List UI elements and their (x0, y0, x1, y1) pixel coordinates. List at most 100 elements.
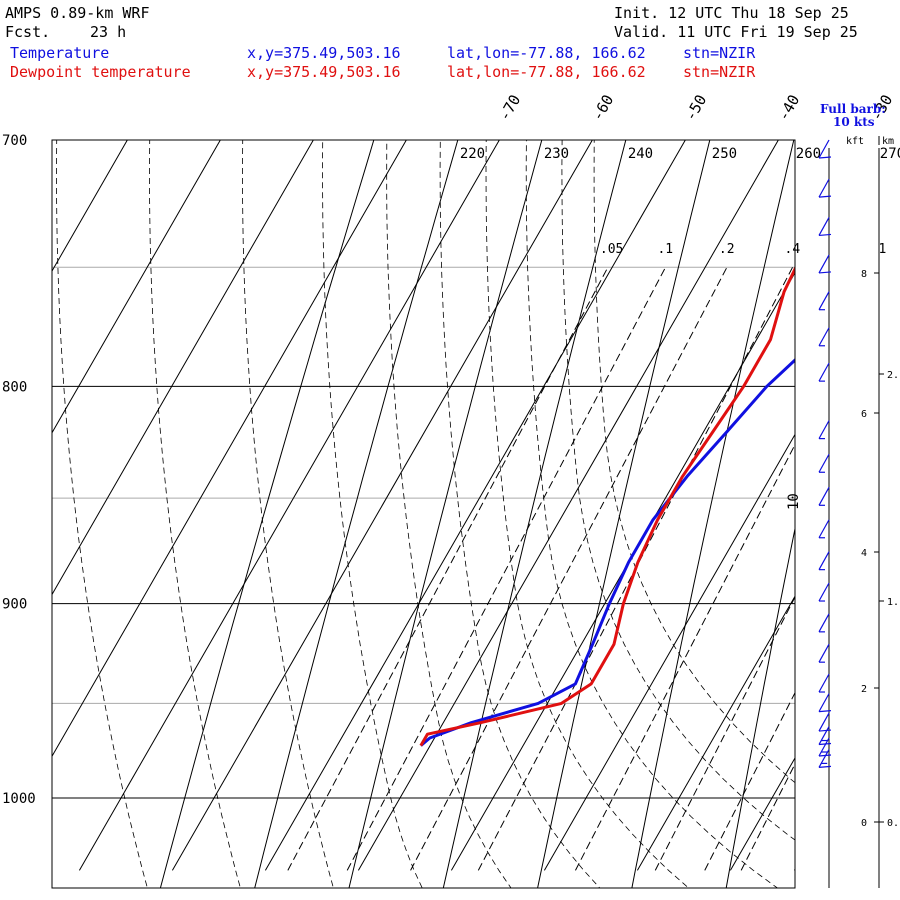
moist-adiabat (242, 140, 334, 888)
isotherm-line (823, 140, 900, 870)
legend-temperature-stn: stn=NZIR (683, 44, 756, 62)
mixing-ratio-label: .2 (719, 242, 735, 257)
moist-adiabat (149, 140, 241, 888)
wind-barb-flag (818, 765, 832, 768)
moist-adiabat (322, 140, 423, 888)
wind-barb-flag (818, 729, 832, 732)
mixing-ratio-label: .4 (785, 242, 801, 257)
series-layer (419, 265, 795, 747)
wind-barb-staff (818, 693, 830, 712)
isotherm-line (52, 140, 128, 273)
forecast-label: Fcst. (5, 23, 51, 41)
model-title: AMPS 0.89-km WRF (5, 4, 150, 22)
wind-barb-staff (818, 519, 830, 539)
wind-barb-flag (818, 195, 832, 198)
wind-panel-subtitle: 10 kts (833, 115, 875, 129)
plot-frame (51, 139, 796, 889)
isotherm-line (264, 140, 686, 871)
legend-dewpoint-name: Dewpoint temperature (10, 63, 191, 81)
wind-barb (818, 217, 832, 237)
mixing-ratio-line (704, 691, 795, 871)
wind-barb (818, 362, 830, 382)
wind-barb-staff (818, 582, 830, 602)
km-tick-label: 1. (887, 597, 899, 608)
isotherm-line (52, 140, 407, 758)
kft-label: kft (846, 136, 864, 147)
mixing-ratio-label: 1 (878, 242, 886, 257)
mixing-ratio-line (287, 267, 609, 871)
isotherm-line (52, 140, 221, 434)
wind-barb-flag (818, 156, 832, 159)
mixing-ratio-line (793, 868, 795, 871)
moist-adiabat (525, 140, 779, 888)
pressure-tick-label: 700 (2, 133, 27, 149)
moist-adiabat (386, 140, 512, 888)
wind-barb (818, 712, 832, 732)
wind-barb (818, 613, 830, 633)
wind-barb (818, 453, 830, 473)
dry-adiabat-label: 250 (712, 146, 737, 162)
wind-barb-staff (818, 551, 830, 570)
kft-tick-label: 2 (861, 684, 867, 695)
dry-adiabat-label: 260 (796, 146, 821, 162)
legend-temperature-name: Temperature (10, 44, 110, 62)
dry-adiabat (348, 140, 543, 888)
forecast-hours: 23 h (90, 23, 127, 41)
temperature-tick-label: -60 (588, 92, 617, 124)
moist-adiabat (56, 140, 148, 888)
wind-barb-staff (818, 254, 830, 274)
pressure-tick-label: 800 (2, 379, 27, 395)
mixing-ratio-line (575, 443, 795, 871)
moist-adiabat (485, 140, 690, 888)
dry-adiabat (818, 114, 900, 900)
dry-adiabat (725, 526, 795, 888)
wind-barb (818, 327, 830, 347)
isotherm-line (0, 140, 34, 870)
isotherm-line (171, 140, 593, 871)
wind-barb-staff (818, 726, 830, 745)
kft-tick-label: 6 (861, 409, 867, 420)
dry-adiabat-label: 220 (460, 146, 485, 162)
wind-barb-staff (818, 327, 830, 347)
wind-barb (818, 139, 832, 159)
dry-adiabat-label: 230 (544, 146, 569, 162)
wind-barb-staff (818, 643, 830, 663)
valid-time: Valid. 11 UTC Fri 19 Sep 25 (614, 23, 858, 41)
wind-barb (818, 749, 832, 768)
kft-tick-label: 8 (861, 269, 867, 280)
legend-dewpoint-latlon: lat,lon=-77.88, 166.62 (447, 63, 646, 81)
wind-barb-staff (818, 291, 830, 311)
temperature-profile (419, 358, 795, 747)
wind-barb-flag (818, 710, 832, 713)
dry-adiabat (159, 140, 375, 888)
wind-barb-staff (818, 453, 830, 473)
wind-annotation: 10 (786, 493, 802, 510)
wind-barb-staff (818, 217, 830, 236)
wind-barb-staff (818, 139, 830, 159)
km-label: km (882, 136, 894, 147)
wind-barb-flag (818, 233, 832, 237)
kft-tick-label: 0 (861, 818, 867, 829)
wind-barb-staff (818, 420, 830, 439)
kft-tick-label: 4 (861, 548, 867, 559)
dry-adiabat (442, 140, 627, 888)
wind-barb (818, 693, 832, 713)
wind-barb-flag (818, 271, 832, 274)
dry-adiabat-label: 240 (628, 146, 653, 162)
wind-barb (818, 582, 830, 602)
wind-barb (818, 291, 830, 311)
mixing-ratio-label: .1 (657, 242, 673, 257)
init-time: Init. 12 UTC Thu 18 Sep 25 (614, 4, 849, 22)
dry-adiabat (254, 140, 459, 888)
wind-barb (818, 643, 830, 663)
isotherm-line (729, 756, 795, 871)
mixing-ratio-label: .05 (600, 242, 623, 257)
dry-adiabat-label: 270 (880, 146, 900, 162)
mixing-ratio-line (740, 762, 795, 871)
isotherm-line (636, 595, 795, 871)
dry-adiabat (631, 140, 795, 888)
wind-barb-staff (818, 613, 830, 633)
moist-adiabat (439, 140, 601, 888)
wind-barb (818, 551, 830, 571)
